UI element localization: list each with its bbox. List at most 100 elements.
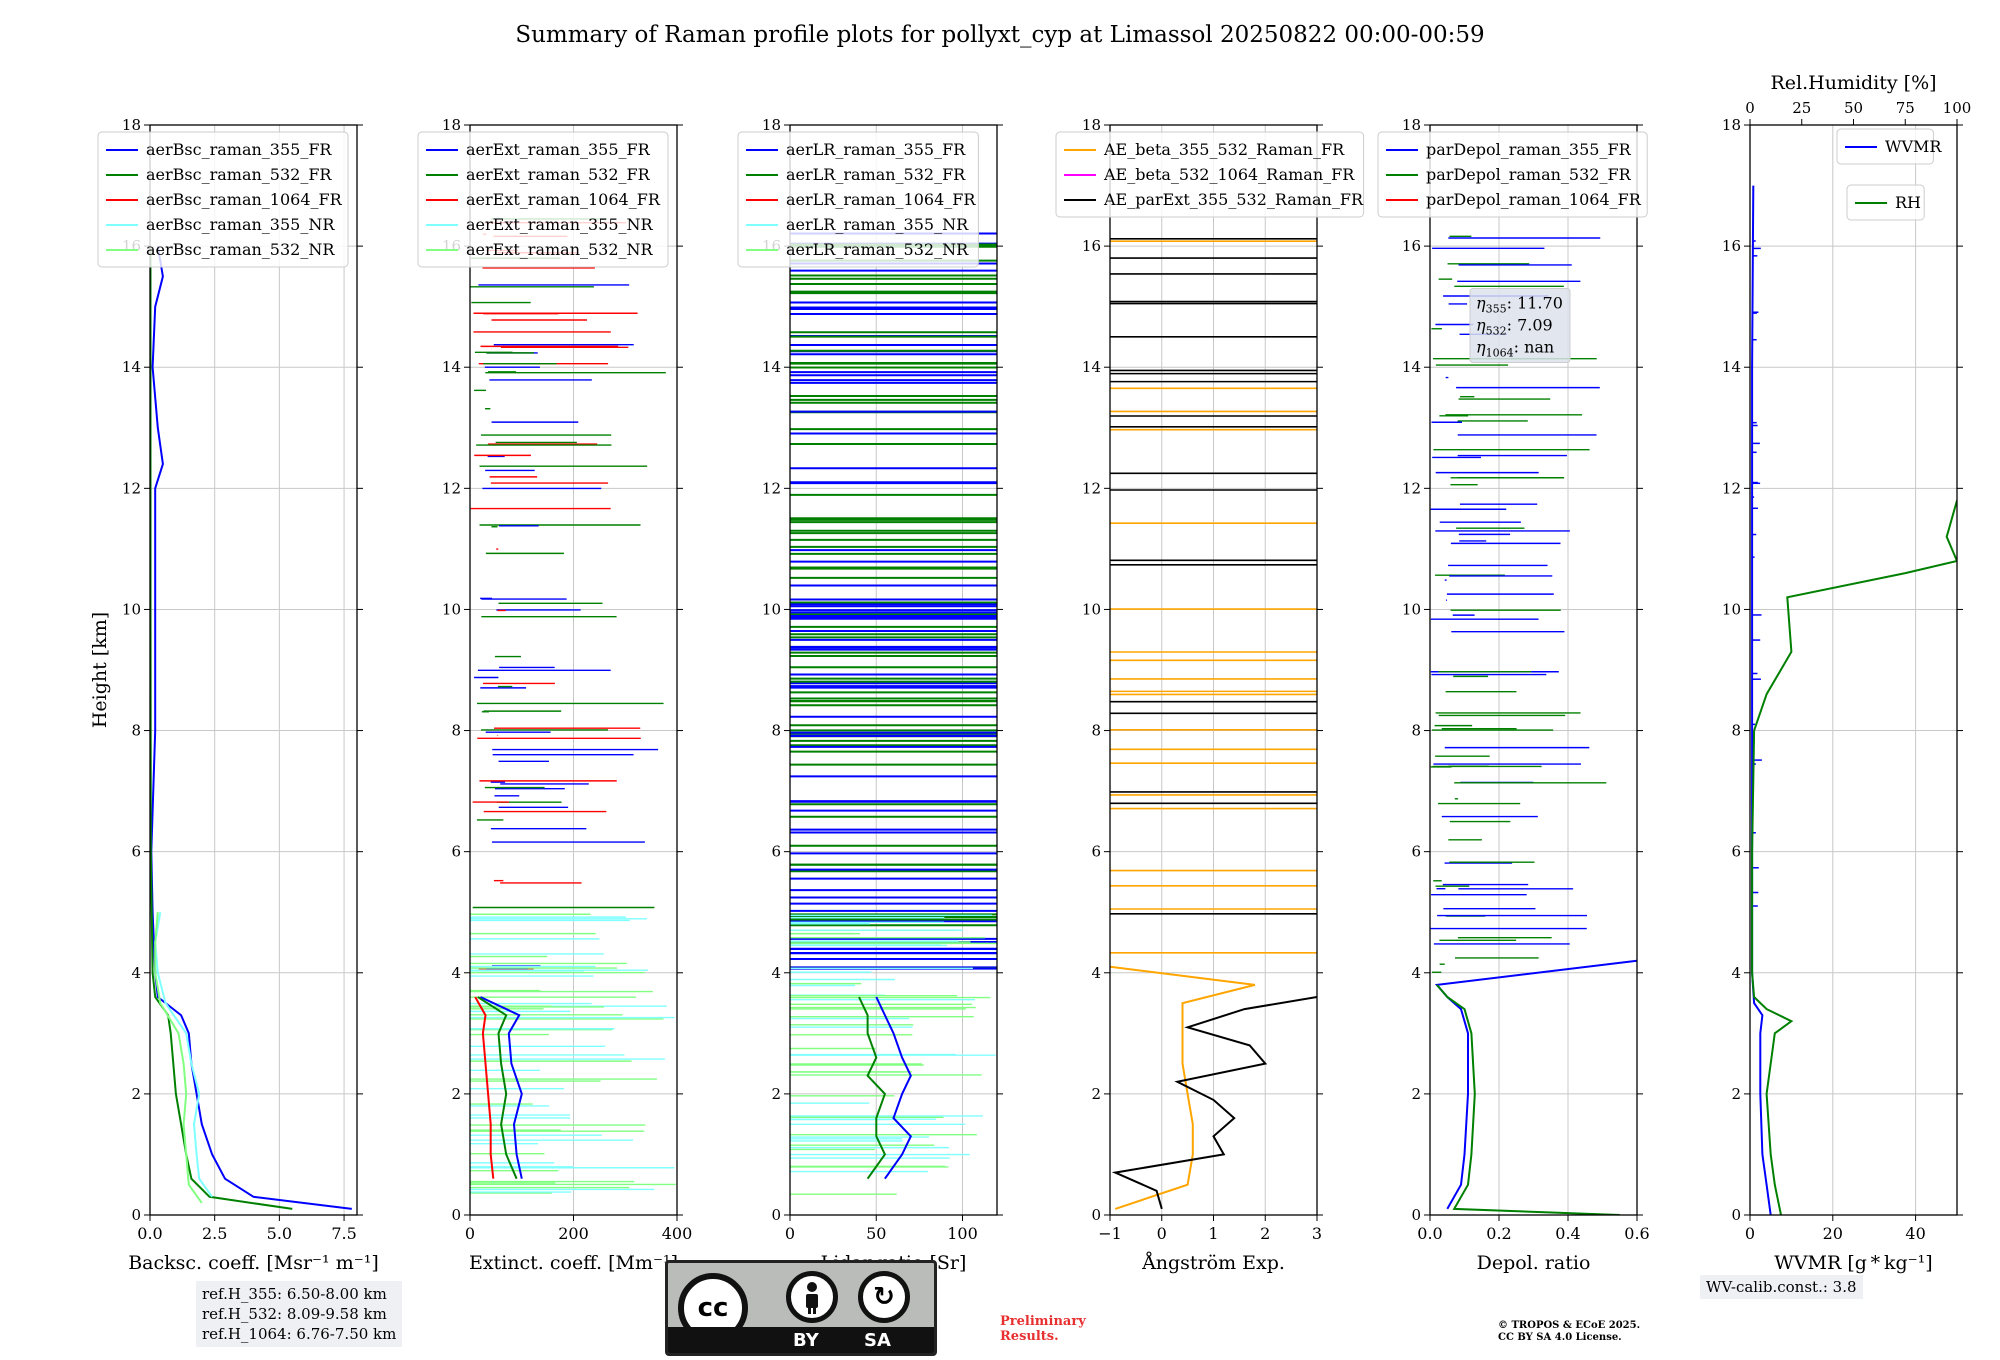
x-axis-label: Depol. ratio bbox=[1477, 1252, 1591, 1274]
y-tick-label: 4 bbox=[1091, 964, 1101, 982]
y-tick-label: 18 bbox=[1402, 116, 1421, 134]
series-group bbox=[1110, 238, 1317, 1210]
y-tick-label: 0 bbox=[1091, 1206, 1101, 1224]
legend-label: AE_parExt_355_532_Raman_FR bbox=[1103, 190, 1364, 209]
legend-label: aerExt_raman_532_FR bbox=[466, 165, 651, 184]
legend-label: AE_beta_532_1064_Raman_FR bbox=[1103, 165, 1355, 184]
y-tick-label: 0 bbox=[1731, 1206, 1741, 1224]
y-tick-label: 8 bbox=[1091, 722, 1101, 740]
y-tick-label: 14 bbox=[1082, 358, 1101, 376]
y-tick-label: 10 bbox=[1402, 600, 1421, 618]
y-tick-label: 10 bbox=[122, 600, 141, 618]
y-tick-label: 4 bbox=[1731, 964, 1741, 982]
x-axis-label: WVMR [g * kg⁻¹] bbox=[1774, 1252, 1932, 1274]
x-tick-label: 0 bbox=[1157, 1224, 1167, 1243]
y-tick-label: 18 bbox=[762, 116, 781, 134]
x-tick-label: 200 bbox=[558, 1224, 589, 1243]
wv-calibration-box: WV-calib.const.: 3.8 bbox=[1700, 1275, 1863, 1299]
y-tick-label: 6 bbox=[131, 843, 141, 861]
sa-label: SA bbox=[864, 1330, 891, 1351]
series-line bbox=[154, 912, 213, 1198]
y-tick-label: 8 bbox=[771, 722, 781, 740]
person-icon bbox=[786, 1271, 838, 1323]
y-tick-label: 12 bbox=[442, 479, 461, 497]
series-line bbox=[858, 996, 887, 1180]
x-tick-label: 5.0 bbox=[267, 1224, 292, 1243]
y-tick-label: 0 bbox=[451, 1206, 461, 1224]
x-tick-label: 0.4 bbox=[1555, 1224, 1580, 1243]
legend-box bbox=[737, 131, 979, 268]
series-line bbox=[1111, 996, 1317, 1210]
y-tick-label: 4 bbox=[131, 964, 141, 982]
panel-ext: 0 200 400 Extinct. coeff. [Mm⁻¹] 0 2 4 6 8 10 12 14… bbox=[417, 116, 692, 1274]
x-tick-label: 40 bbox=[1905, 1224, 1925, 1243]
y-tick-label: 8 bbox=[1411, 722, 1421, 740]
y-tick-label: 2 bbox=[131, 1085, 141, 1103]
x-tick-label: −1 bbox=[1098, 1224, 1122, 1243]
legend-label: aerExt_raman_532_NR bbox=[466, 240, 654, 259]
legend-label: aerExt_raman_355_FR bbox=[466, 140, 651, 159]
x-tick-label: 0 bbox=[1745, 1224, 1755, 1243]
legend-label: aerLR_raman_532_FR bbox=[786, 165, 966, 184]
axes-frame bbox=[1429, 124, 1638, 1216]
y-tick-label: 14 bbox=[122, 358, 141, 376]
y-tick-label: 14 bbox=[762, 358, 781, 376]
legend-label: aerBsc_raman_355_NR bbox=[146, 215, 335, 234]
series-group bbox=[1751, 185, 1957, 1215]
series-line bbox=[477, 996, 518, 1180]
ref-height-1064: ref.H_1064: 6.76-7.50 km bbox=[202, 1325, 397, 1343]
series-line bbox=[875, 996, 913, 1180]
axes-frame bbox=[789, 124, 998, 1216]
legend-box bbox=[1377, 131, 1648, 218]
y-tick-label: 12 bbox=[1402, 479, 1421, 497]
y-tick-label: 14 bbox=[1722, 358, 1741, 376]
series-group bbox=[1430, 235, 1637, 1215]
y-tick-label: 0 bbox=[131, 1206, 141, 1224]
x-tick-label: 2.5 bbox=[202, 1224, 227, 1243]
x-tick-label: 100 bbox=[947, 1224, 978, 1243]
ref-height-355: ref.H_355: 6.50-8.00 km bbox=[202, 1285, 387, 1303]
series-group bbox=[470, 218, 676, 1194]
y-tick-label: 12 bbox=[1722, 479, 1741, 497]
legend-box bbox=[97, 131, 349, 268]
legend-label: aerExt_raman_1064_FR bbox=[466, 190, 661, 209]
y-tick-label: 10 bbox=[1082, 600, 1101, 618]
y-tick-label: 4 bbox=[1411, 964, 1421, 982]
x-tick-label: 20 bbox=[1823, 1224, 1843, 1243]
series-line bbox=[1110, 965, 1256, 1210]
y-tick-label: 18 bbox=[1082, 116, 1101, 134]
preliminary-line-2: Results. bbox=[1000, 1329, 1059, 1344]
series-line bbox=[154, 912, 203, 1204]
figure-title: Summary of Raman profile plots for polly… bbox=[515, 22, 1485, 48]
y-tick-label: 16 bbox=[1082, 237, 1101, 255]
x-axis-label: Backsc. coeff. [Msr⁻¹ m⁻¹] bbox=[128, 1252, 379, 1274]
y-tick-label: 6 bbox=[1731, 843, 1741, 861]
cc-license-badge: cc ↻ BY SA bbox=[665, 1260, 937, 1356]
series-group bbox=[790, 232, 997, 1195]
y-tick-label: 4 bbox=[771, 964, 781, 982]
y-tick-label: 8 bbox=[1731, 722, 1741, 740]
y-tick-label: 2 bbox=[771, 1085, 781, 1103]
top-tick-label: 50 bbox=[1844, 99, 1863, 117]
x-tick-label: 7.5 bbox=[331, 1224, 356, 1243]
top-tick-label: 75 bbox=[1896, 99, 1915, 117]
x-tick-label: 0.2 bbox=[1486, 1224, 1511, 1243]
reference-heights-box: ref.H_355: 6.50-8.00 km ref.H_532: 8.09-… bbox=[196, 1281, 403, 1347]
y-tick-label: 6 bbox=[451, 843, 461, 861]
y-tick-label: 14 bbox=[1402, 358, 1421, 376]
legend-label: aerBsc_raman_1064_FR bbox=[146, 190, 343, 209]
legend-label: aerBsc_raman_532_FR bbox=[146, 165, 332, 184]
x-tick-label: 2 bbox=[1260, 1224, 1270, 1243]
panel-bsc: 0.0 2.5 5.0 7.5 Backsc. coeff. [Msr⁻¹ m⁻¹] 0 2… bbox=[97, 116, 379, 1274]
series-line bbox=[1751, 185, 1772, 1215]
y-tick-label: 6 bbox=[771, 843, 781, 861]
y-tick-label: 2 bbox=[1411, 1085, 1421, 1103]
legend-label: AE_beta_355_532_Raman_FR bbox=[1103, 140, 1345, 159]
y-tick-label: 10 bbox=[762, 600, 781, 618]
legend-label: aerLR_raman_1064_FR bbox=[786, 190, 976, 209]
y-tick-label: 6 bbox=[1091, 843, 1101, 861]
legend-label: WVMR bbox=[1885, 137, 1942, 156]
y-tick-label: 16 bbox=[1402, 237, 1421, 255]
